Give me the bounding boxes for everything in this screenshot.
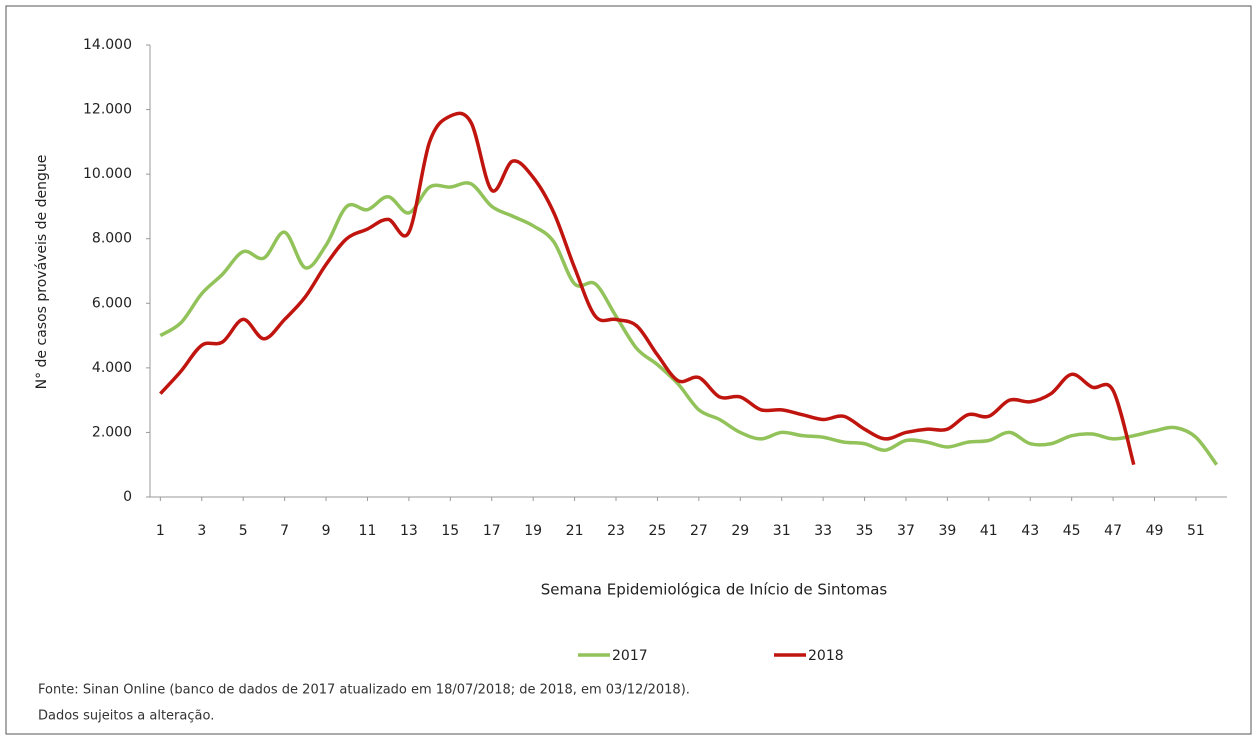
x-tick-label: 27 [690, 523, 708, 539]
legend-label: 2017 [612, 648, 648, 664]
source-note: Fonte: Sinan Online (banco de dados de 2… [38, 683, 690, 698]
x-tick-label: 9 [322, 523, 331, 539]
y-tick-label: 10.000 [83, 166, 132, 182]
x-tick-label: 41 [980, 523, 998, 539]
x-tick-label: 23 [607, 523, 625, 539]
y-tick-label: 2.000 [92, 424, 132, 440]
x-tick-label: 25 [649, 523, 667, 539]
y-tick-label: 0 [123, 489, 132, 505]
x-tick-label: 3 [197, 523, 206, 539]
x-tick-label: 47 [1104, 523, 1122, 539]
x-tick-label: 39 [938, 523, 956, 539]
y-tick-label: 4.000 [92, 360, 132, 376]
x-tick-label: 29 [731, 523, 749, 539]
y-tick-label: 8.000 [92, 231, 132, 247]
x-tick-label: 11 [359, 523, 377, 539]
x-tick-label: 1 [156, 523, 165, 539]
x-tick-label: 31 [773, 523, 791, 539]
x-tick-label: 15 [441, 523, 459, 539]
x-tick-label: 35 [856, 523, 874, 539]
x-tick-label: 37 [897, 523, 915, 539]
x-tick-label: 13 [400, 523, 418, 539]
frame [5, 5, 1252, 735]
x-axis-title: Semana Epidemiológica de Início de Sinto… [541, 581, 888, 599]
y-tick-label: 14.000 [83, 37, 132, 53]
x-tick-label: 51 [1187, 523, 1205, 539]
series-line [159, 111, 1136, 466]
x-tick-label: 43 [1021, 523, 1039, 539]
y-tick-label: 12.000 [83, 102, 132, 118]
y-tick-label: 6.000 [92, 295, 132, 311]
y-axis-title: N° de casos prováveis de dengue [34, 155, 50, 390]
x-tick-label: 33 [814, 523, 832, 539]
legend-label: 2018 [808, 648, 844, 664]
source-note: Dados sujeitos a alteração. [38, 709, 214, 724]
x-tick-label: 21 [566, 523, 584, 539]
x-tick-label: 49 [1146, 523, 1164, 539]
x-tick-label: 19 [524, 523, 542, 539]
x-tick-label: 7 [280, 523, 289, 539]
x-tick-label: 17 [483, 523, 501, 539]
series-line [159, 181, 1219, 466]
x-tick-label: 45 [1063, 523, 1081, 539]
x-tick-label: 5 [239, 523, 248, 539]
